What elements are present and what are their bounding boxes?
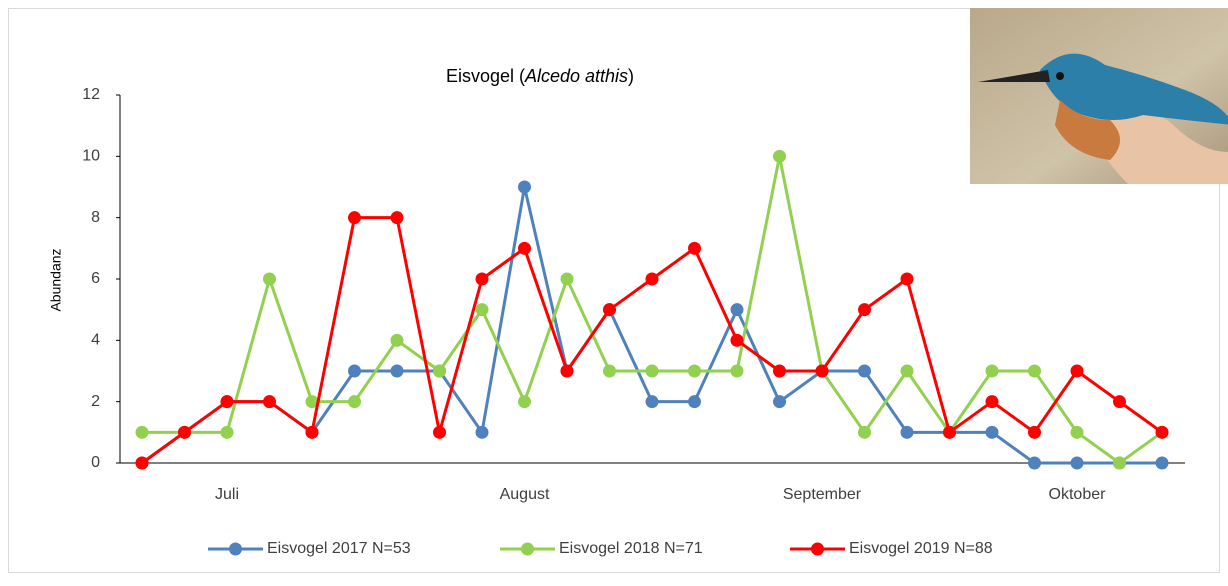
point: [518, 181, 531, 194]
point: [561, 365, 574, 378]
x-tick-label: August: [500, 486, 550, 503]
point: [688, 365, 701, 378]
point: [136, 426, 149, 439]
legend-label: Eisvogel 2018 N=71: [559, 540, 703, 557]
point: [986, 395, 999, 408]
point: [646, 273, 659, 286]
point: [1113, 395, 1126, 408]
point: [646, 395, 659, 408]
title-part: ): [628, 66, 634, 86]
point: [731, 303, 744, 316]
legend-marker: [229, 543, 242, 556]
point: [518, 242, 531, 255]
y-tick-label: 4: [91, 332, 100, 349]
legend-marker: [811, 543, 824, 556]
point: [391, 211, 404, 224]
point: [178, 426, 191, 439]
point: [306, 426, 319, 439]
legend-label: Eisvogel 2019 N=88: [849, 540, 993, 557]
y-axis-label: Abundanz: [48, 248, 64, 311]
chart: Eisvogel (Alcedo atthis) Abundanz 0 2 4 6 8 1…: [0, 0, 1228, 581]
point: [476, 426, 489, 439]
point: [773, 150, 786, 163]
point: [221, 426, 234, 439]
y-tick-label: 8: [91, 209, 100, 226]
point: [476, 273, 489, 286]
point: [476, 303, 489, 316]
point: [518, 395, 531, 408]
point: [1071, 457, 1084, 470]
point: [773, 395, 786, 408]
point: [136, 457, 149, 470]
legend-label: Eisvogel 2017 N=53: [267, 540, 411, 557]
point: [433, 365, 446, 378]
y-tick-label: 10: [82, 148, 100, 165]
point: [1113, 457, 1126, 470]
y-tick-label: 2: [91, 393, 100, 410]
point: [433, 426, 446, 439]
point: [986, 426, 999, 439]
point: [348, 211, 361, 224]
y-tick-label: 6: [91, 270, 100, 287]
point: [391, 365, 404, 378]
y-tick-label: 0: [91, 454, 100, 471]
point: [1028, 365, 1041, 378]
point: [263, 273, 276, 286]
point: [773, 365, 786, 378]
point: [731, 334, 744, 347]
point: [986, 365, 999, 378]
point: [1156, 457, 1169, 470]
point: [1071, 426, 1084, 439]
point: [1156, 426, 1169, 439]
point: [1028, 426, 1041, 439]
point: [901, 273, 914, 286]
point: [263, 395, 276, 408]
point: [561, 273, 574, 286]
point: [858, 303, 871, 316]
point: [731, 365, 744, 378]
point: [901, 426, 914, 439]
point: [603, 365, 616, 378]
point: [858, 365, 871, 378]
point: [688, 395, 701, 408]
x-tick-label: Juli: [215, 486, 239, 503]
x-tick-label: September: [783, 486, 862, 503]
point: [391, 334, 404, 347]
legend-marker: [521, 543, 534, 556]
point: [1028, 457, 1041, 470]
point: [348, 395, 361, 408]
point: [943, 426, 956, 439]
chart-title: Eisvogel (Alcedo atthis): [446, 66, 634, 86]
x-tick-label: Oktober: [1049, 486, 1107, 503]
point: [901, 365, 914, 378]
point: [816, 365, 829, 378]
point: [646, 365, 659, 378]
title-part: Eisvogel (: [446, 66, 525, 86]
point: [858, 426, 871, 439]
y-tick-label: 12: [82, 86, 100, 103]
point: [1071, 365, 1084, 378]
point: [688, 242, 701, 255]
point: [221, 395, 234, 408]
photo: [970, 8, 1228, 184]
point: [348, 365, 361, 378]
point: [603, 303, 616, 316]
title-part: Alcedo atthis: [524, 66, 628, 86]
